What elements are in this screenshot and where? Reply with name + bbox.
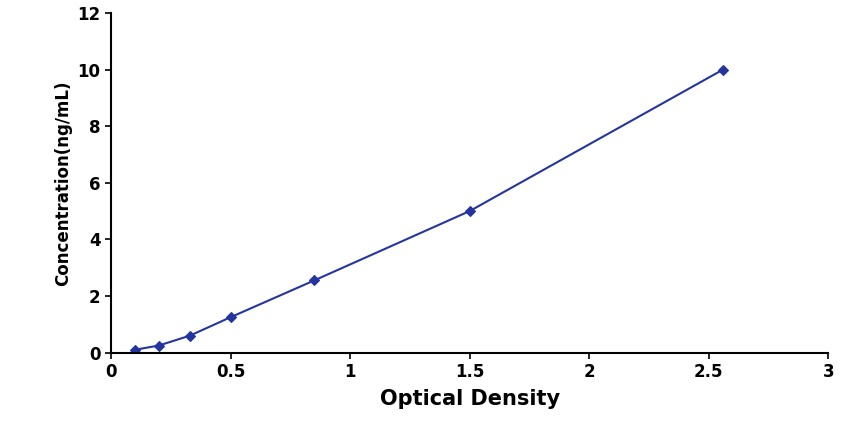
Y-axis label: Concentration(ng/mL): Concentration(ng/mL) [54,80,72,286]
X-axis label: Optical Density: Optical Density [380,389,559,409]
